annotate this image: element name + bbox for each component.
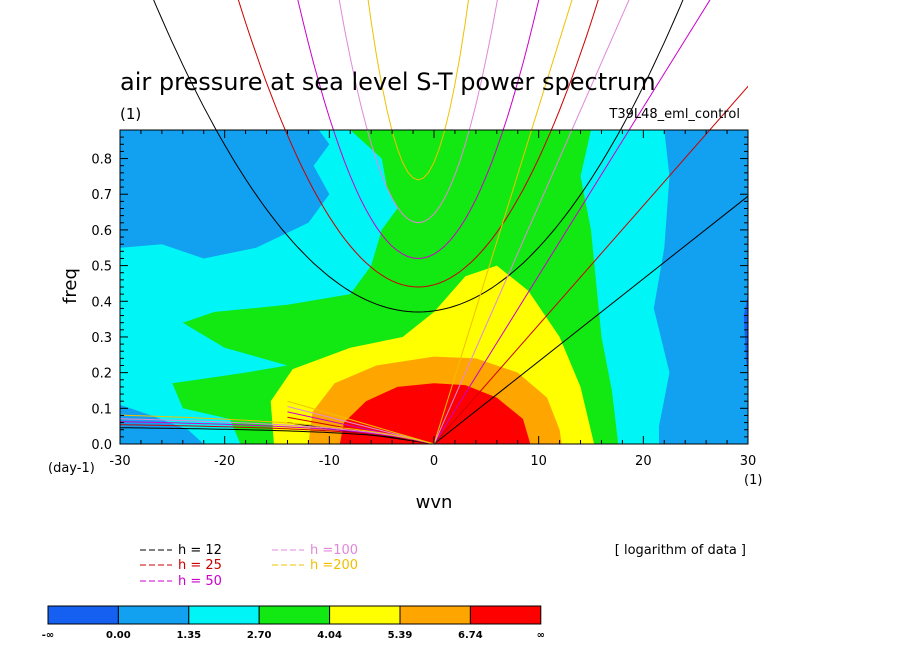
legend-label: h = 12 <box>178 543 222 558</box>
contour-fills <box>120 130 748 444</box>
kelvin-curve-0 <box>433 195 748 444</box>
subtitle-right: T39L48_eml_control <box>608 107 740 122</box>
x-tick-label: 10 <box>530 454 547 469</box>
colorbar-label: -∞ <box>42 630 54 641</box>
contour-band-level-1 <box>120 130 225 198</box>
y-tick-label: 0.6 <box>91 224 112 239</box>
x-tick-label: -20 <box>214 454 235 469</box>
colorbar-label: 5.39 <box>388 630 413 641</box>
y-tick-label: 0.4 <box>91 295 112 310</box>
kelvin-curve-3 <box>433 0 630 444</box>
colorbar-swatch <box>399 605 471 625</box>
gravity-curve-3 <box>338 0 498 224</box>
colorbar-label: 2.70 <box>247 630 272 641</box>
colorbar-swatch <box>329 605 401 625</box>
colorbar: -∞ 0.00 1.35 2.70 4.04 5.39 6.74 ∞ <box>42 605 545 641</box>
colorbar-swatch <box>188 605 260 625</box>
y-tick-label: 0.1 <box>91 402 112 417</box>
gravity-curve-1 <box>237 0 599 288</box>
rossby-curve-4 <box>120 414 435 444</box>
axes: -30 -20 -10 0 10 20 30 0.0 0.1 0.2 0.3 0.4 0.5 0.6 0.7… <box>91 130 756 469</box>
gravity-curve-2 <box>297 0 540 260</box>
x-tick-label: 20 <box>635 454 652 469</box>
y-tick-label: 0.8 <box>91 153 112 168</box>
rossby-curve-1 <box>120 424 435 444</box>
y-tick-label: 0.0 <box>91 438 112 453</box>
x-tick-label: -30 <box>109 454 130 469</box>
contour-band-level-6 <box>339 383 531 444</box>
x-tick-label: 30 <box>740 454 757 469</box>
mrg-curve-4 <box>287 400 435 444</box>
x-axis-label: wvn <box>416 492 453 513</box>
kelvin-curve-1 <box>433 85 748 444</box>
gravity-curve-0 <box>153 0 684 313</box>
colorbar-label: ∞ <box>537 630 545 641</box>
contour-band-level-1 <box>120 422 141 444</box>
y-tick-label: 0.7 <box>91 188 112 203</box>
y-axis-label: freq <box>60 268 81 304</box>
colorbar-label: 0.00 <box>106 630 131 641</box>
legend-label: h = 25 <box>178 558 222 573</box>
legend-label: h = 50 <box>178 574 222 589</box>
legend-label: h =200 <box>310 558 358 573</box>
dispersion-curves-overflow <box>153 0 748 444</box>
colorbar-swatch <box>469 605 542 625</box>
chart-title: air pressure at sea level S-T power spec… <box>120 68 656 96</box>
colorbar-swatch <box>47 605 119 625</box>
colorbar-note: [ logarithm of data ] <box>615 543 746 558</box>
x-tick-label: -10 <box>319 454 340 469</box>
contour-band-level-0 <box>743 294 748 377</box>
legend-label: h =100 <box>310 543 358 558</box>
kelvin-curve-4 <box>433 0 573 444</box>
colorbar-swatch <box>258 605 331 625</box>
rossby-curve-2 <box>120 421 435 444</box>
colorbar-label: 6.74 <box>458 630 483 641</box>
colorbar-swatch <box>117 605 190 625</box>
colorbar-label: 1.35 <box>176 630 201 641</box>
y-tick-label: 0.2 <box>91 367 112 382</box>
colorbar-label: 4.04 <box>317 630 342 641</box>
y-unit-label: (day-1) <box>48 461 95 476</box>
x-unit-label: (1) <box>744 473 762 488</box>
x-tick-label: 0 <box>430 454 438 469</box>
y-tick-label: 0.3 <box>91 331 112 346</box>
rossby-curve-3 <box>120 418 435 444</box>
gravity-curve-4 <box>367 0 469 181</box>
kelvin-curve-2 <box>433 0 711 444</box>
dispersion-curves-inside <box>120 400 435 444</box>
subtitle-left: (1) <box>120 105 141 123</box>
y-tick-label: 0.5 <box>91 260 112 275</box>
